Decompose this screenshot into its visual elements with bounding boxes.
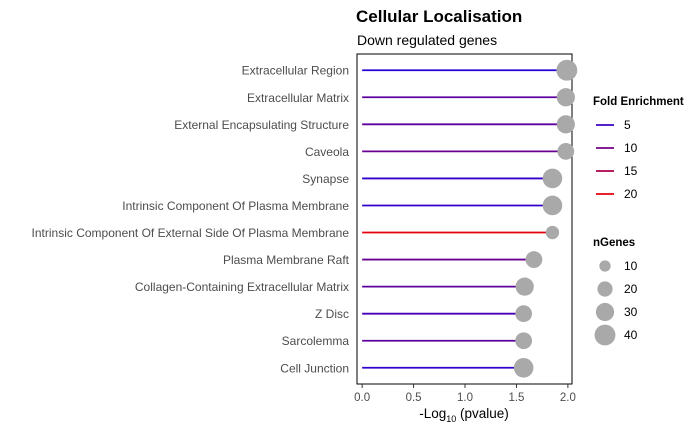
fold-enrichment-key-label: 10 bbox=[624, 141, 638, 155]
ngenes-legend: nGenes 10 20 30 40 bbox=[593, 237, 638, 346]
x-tick-label: 0.0 bbox=[354, 392, 370, 404]
ngenes-key-label: 10 bbox=[624, 259, 638, 273]
ngenes-key-label: 20 bbox=[624, 282, 638, 296]
fold-enrichment-key-label: 5 bbox=[624, 118, 631, 132]
ngenes-key-label: 30 bbox=[624, 305, 638, 319]
plot-panel bbox=[356, 53, 573, 385]
category-label: Collagen-Containing Extracellular Matrix bbox=[135, 280, 349, 294]
fold-enrichment-legend-title: Fold Enrichment bbox=[593, 96, 684, 108]
lollipop-point bbox=[556, 88, 575, 107]
ngenes-key bbox=[595, 302, 615, 322]
lollipop-point bbox=[515, 277, 534, 296]
lollipop-segments bbox=[362, 69, 567, 369]
category-labels: Extracellular Region Extracellular Matrix… bbox=[32, 64, 350, 376]
lollipop-points bbox=[513, 59, 578, 378]
x-axis-title-subscript: 10 bbox=[446, 414, 456, 424]
lollipop-point bbox=[545, 225, 560, 240]
ngenes-legend-title: nGenes bbox=[593, 237, 635, 249]
category-label: Z Disc bbox=[315, 307, 349, 321]
category-label: Intrinsic Component Of Plasma Membrane bbox=[122, 199, 349, 213]
category-label: Plasma Membrane Raft bbox=[223, 253, 350, 267]
lollipop-point bbox=[525, 251, 543, 268]
ngenes-key-label: 40 bbox=[624, 328, 638, 342]
category-label: External Encapsulating Structure bbox=[174, 118, 349, 132]
category-label: Extracellular Region bbox=[242, 64, 349, 78]
x-tick-label: 1.0 bbox=[457, 392, 473, 404]
x-tick-label: 1.5 bbox=[508, 392, 524, 404]
chart-title: Cellular Localisation bbox=[356, 7, 522, 26]
lollipop-point bbox=[557, 142, 575, 160]
lollipop-point bbox=[542, 168, 563, 189]
x-axis-title-prefix: -Log bbox=[419, 406, 446, 421]
category-label: Cell Junction bbox=[280, 361, 349, 375]
lollipop-point bbox=[515, 332, 533, 350]
lollipop-point bbox=[515, 305, 533, 323]
chart-subtitle: Down regulated genes bbox=[357, 32, 497, 48]
fold-enrichment-legend: Fold Enrichment 5 10 15 20 bbox=[593, 96, 684, 201]
lollipop-point bbox=[513, 357, 534, 378]
lollipop-point bbox=[556, 115, 575, 134]
ngenes-key bbox=[599, 260, 611, 272]
lollipop-point bbox=[556, 59, 578, 81]
ngenes-key bbox=[597, 281, 613, 297]
fold-enrichment-key-label: 20 bbox=[624, 187, 638, 201]
x-tick-label: 2.0 bbox=[560, 392, 576, 404]
x-axis-title: -Log10 (pvalue) bbox=[419, 406, 509, 424]
x-tick-label: 0.5 bbox=[406, 392, 422, 404]
category-label: Caveola bbox=[305, 145, 349, 159]
category-label: Synapse bbox=[302, 172, 349, 186]
lollipop-point bbox=[542, 195, 563, 216]
x-axis-ticks: 0.0 0.5 1.0 1.5 2.0 bbox=[354, 384, 576, 404]
category-label: Sarcolemma bbox=[282, 334, 350, 348]
fold-enrichment-key-label: 15 bbox=[624, 164, 638, 178]
category-label: Extracellular Matrix bbox=[247, 91, 349, 105]
category-label: Intrinsic Component Of External Side Of … bbox=[32, 226, 350, 240]
x-axis-title-suffix: (pvalue) bbox=[456, 406, 509, 421]
ngenes-key bbox=[594, 324, 616, 346]
